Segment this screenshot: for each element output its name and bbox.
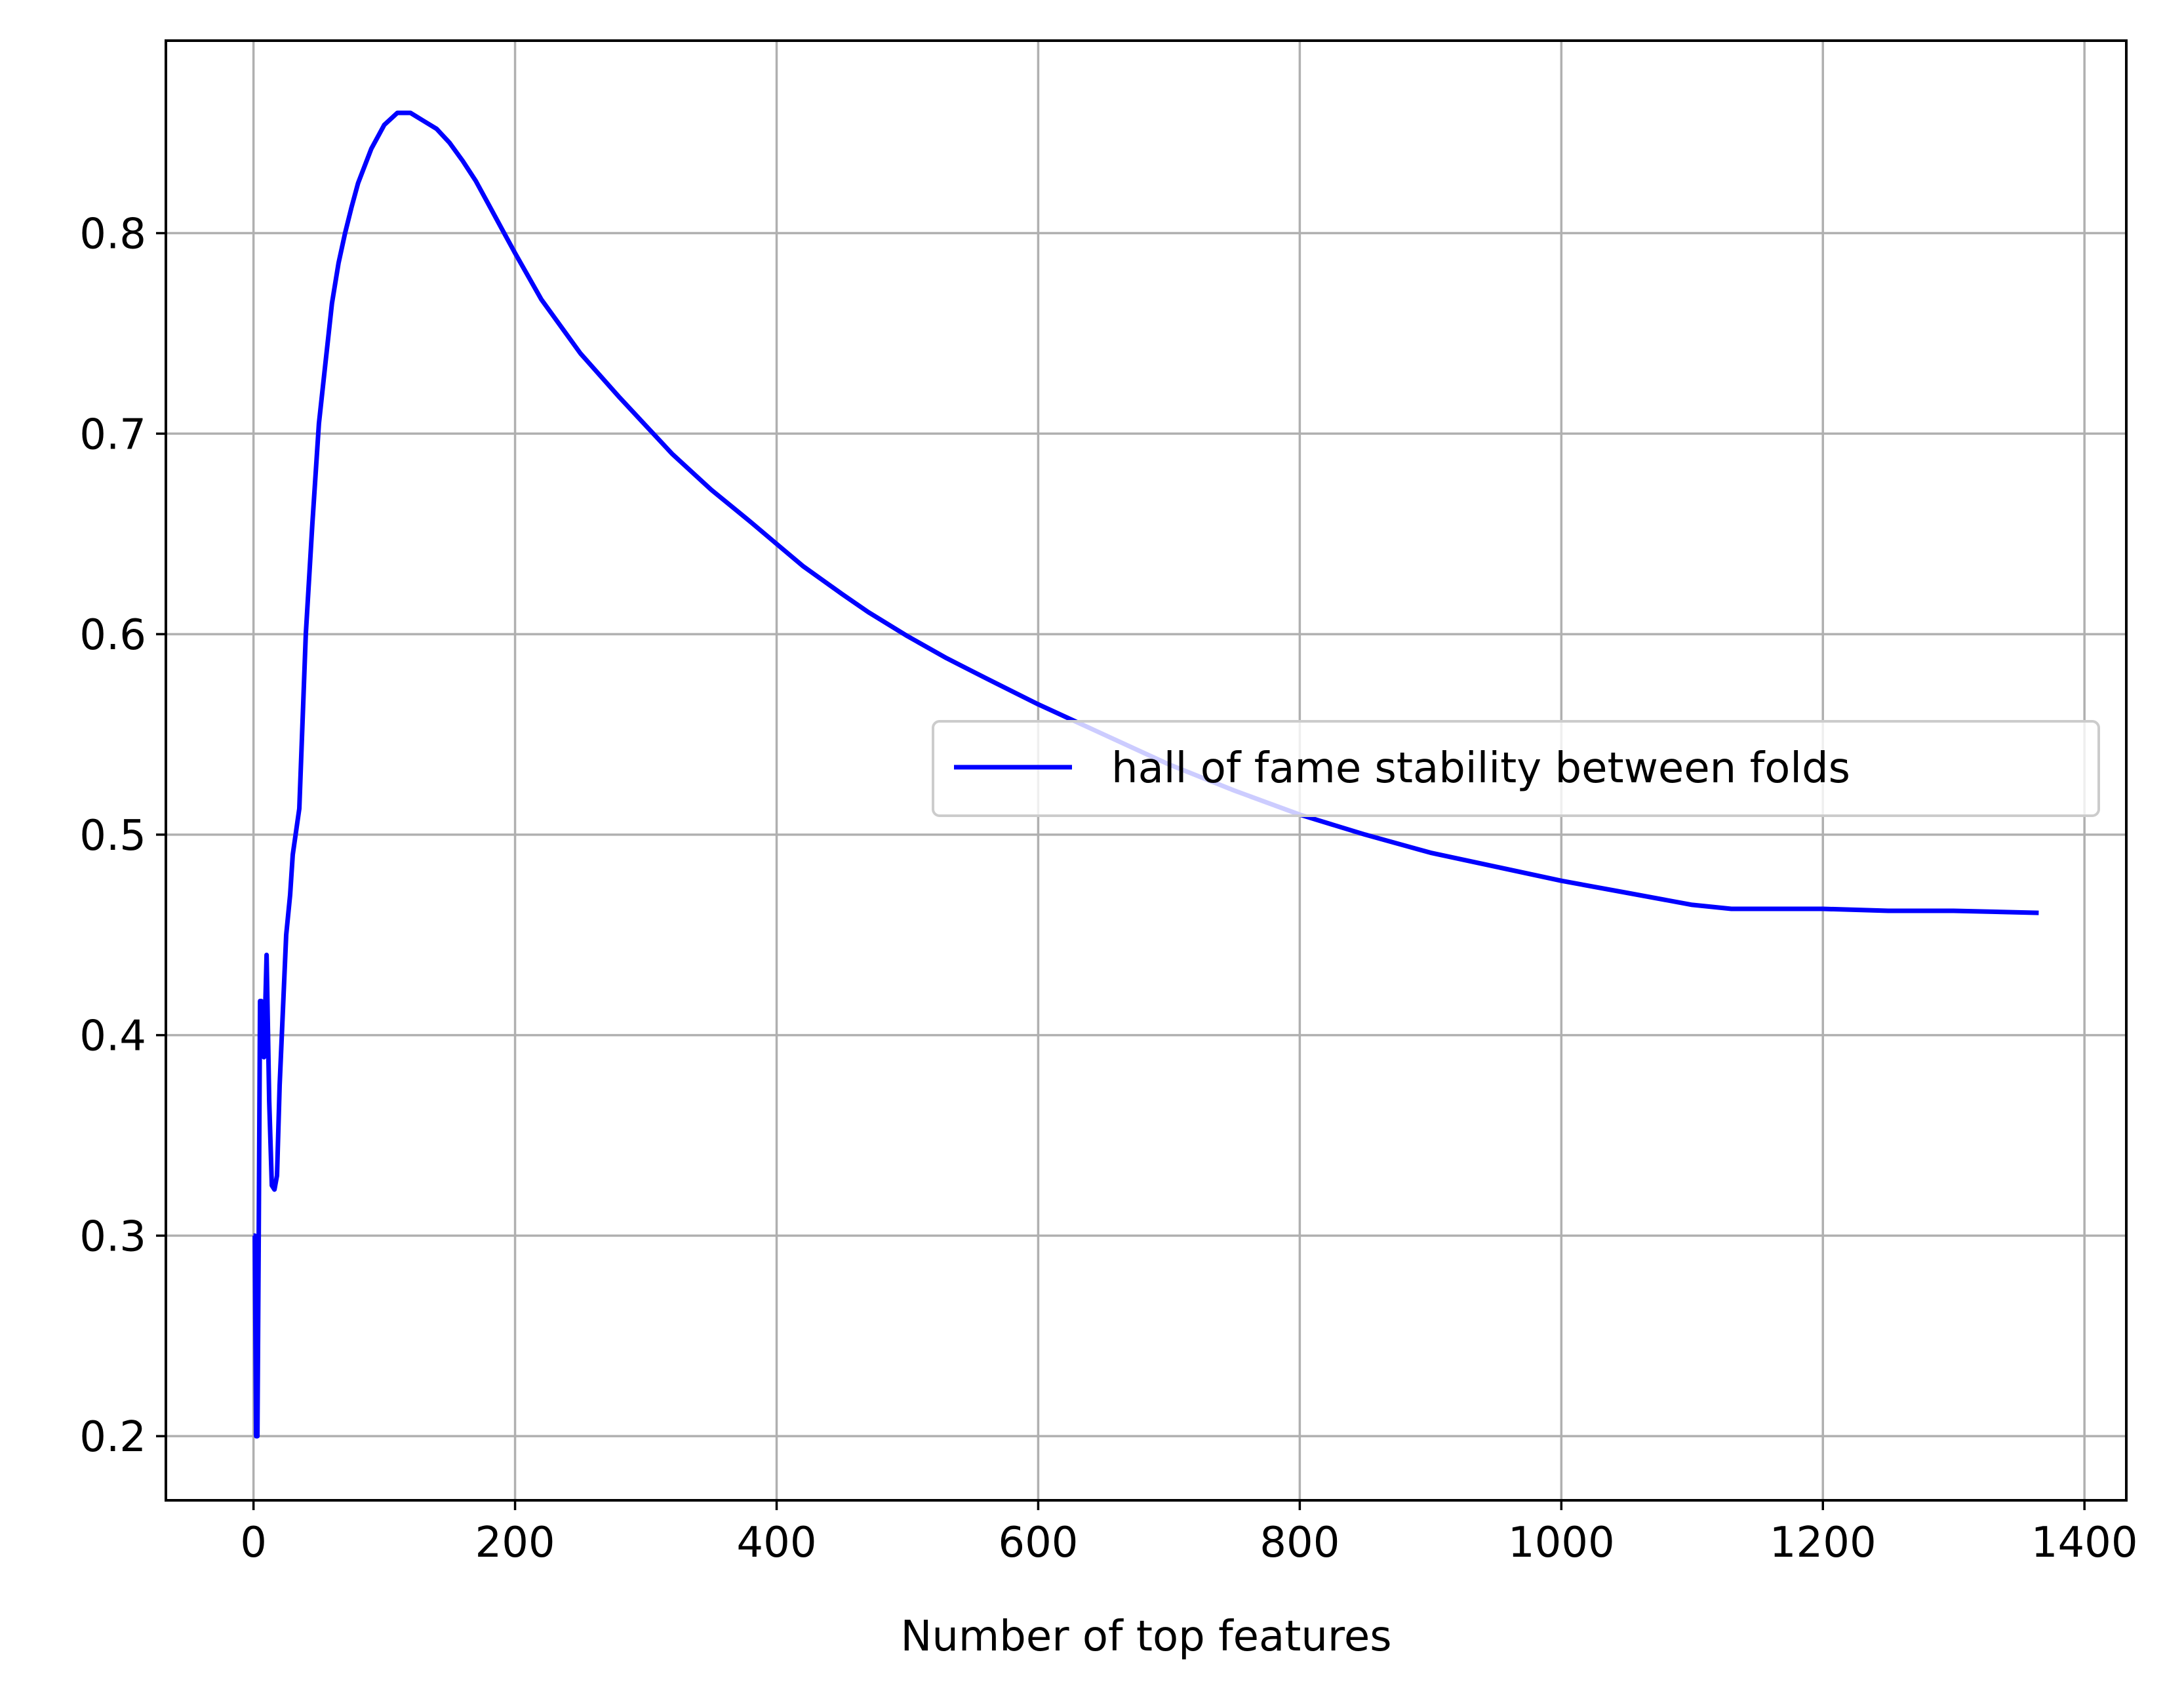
x-tick-label: 1200 — [1770, 1519, 1876, 1567]
legend-label: hall of fame stability between folds — [1111, 744, 1850, 793]
legend: hall of fame stability between folds — [932, 720, 2100, 817]
x-tick-label: 1000 — [1508, 1519, 1615, 1567]
legend-box — [932, 720, 2100, 817]
axis-ticks: 0 200 400 600 800 1000 1200 1400 0.2 0.3 0.4 0.5 0.6… — [79, 210, 2137, 1567]
x-tick-label: 600 — [998, 1519, 1078, 1567]
y-tick-label: 0.7 — [79, 410, 146, 459]
y-tick-label: 0.8 — [79, 210, 146, 259]
y-tick-label: 0.5 — [79, 812, 146, 860]
series-line — [252, 110, 2039, 1439]
y-tick-label: 0.3 — [79, 1212, 146, 1261]
x-tick-label: 200 — [475, 1519, 555, 1567]
y-tick-label: 0.2 — [79, 1413, 146, 1462]
x-tick-label: 800 — [1260, 1519, 1340, 1567]
x-tick-label: 0 — [240, 1519, 267, 1567]
x-tick-label: 1400 — [2031, 1519, 2138, 1567]
plot-frame — [165, 39, 2128, 1502]
y-tick-label: 0.4 — [79, 1012, 146, 1061]
y-tick-label: 0.6 — [79, 611, 146, 660]
x-axis-title: Number of top features — [900, 1612, 1391, 1661]
x-tick-label: 400 — [736, 1519, 816, 1567]
plot-series — [252, 110, 2039, 1439]
